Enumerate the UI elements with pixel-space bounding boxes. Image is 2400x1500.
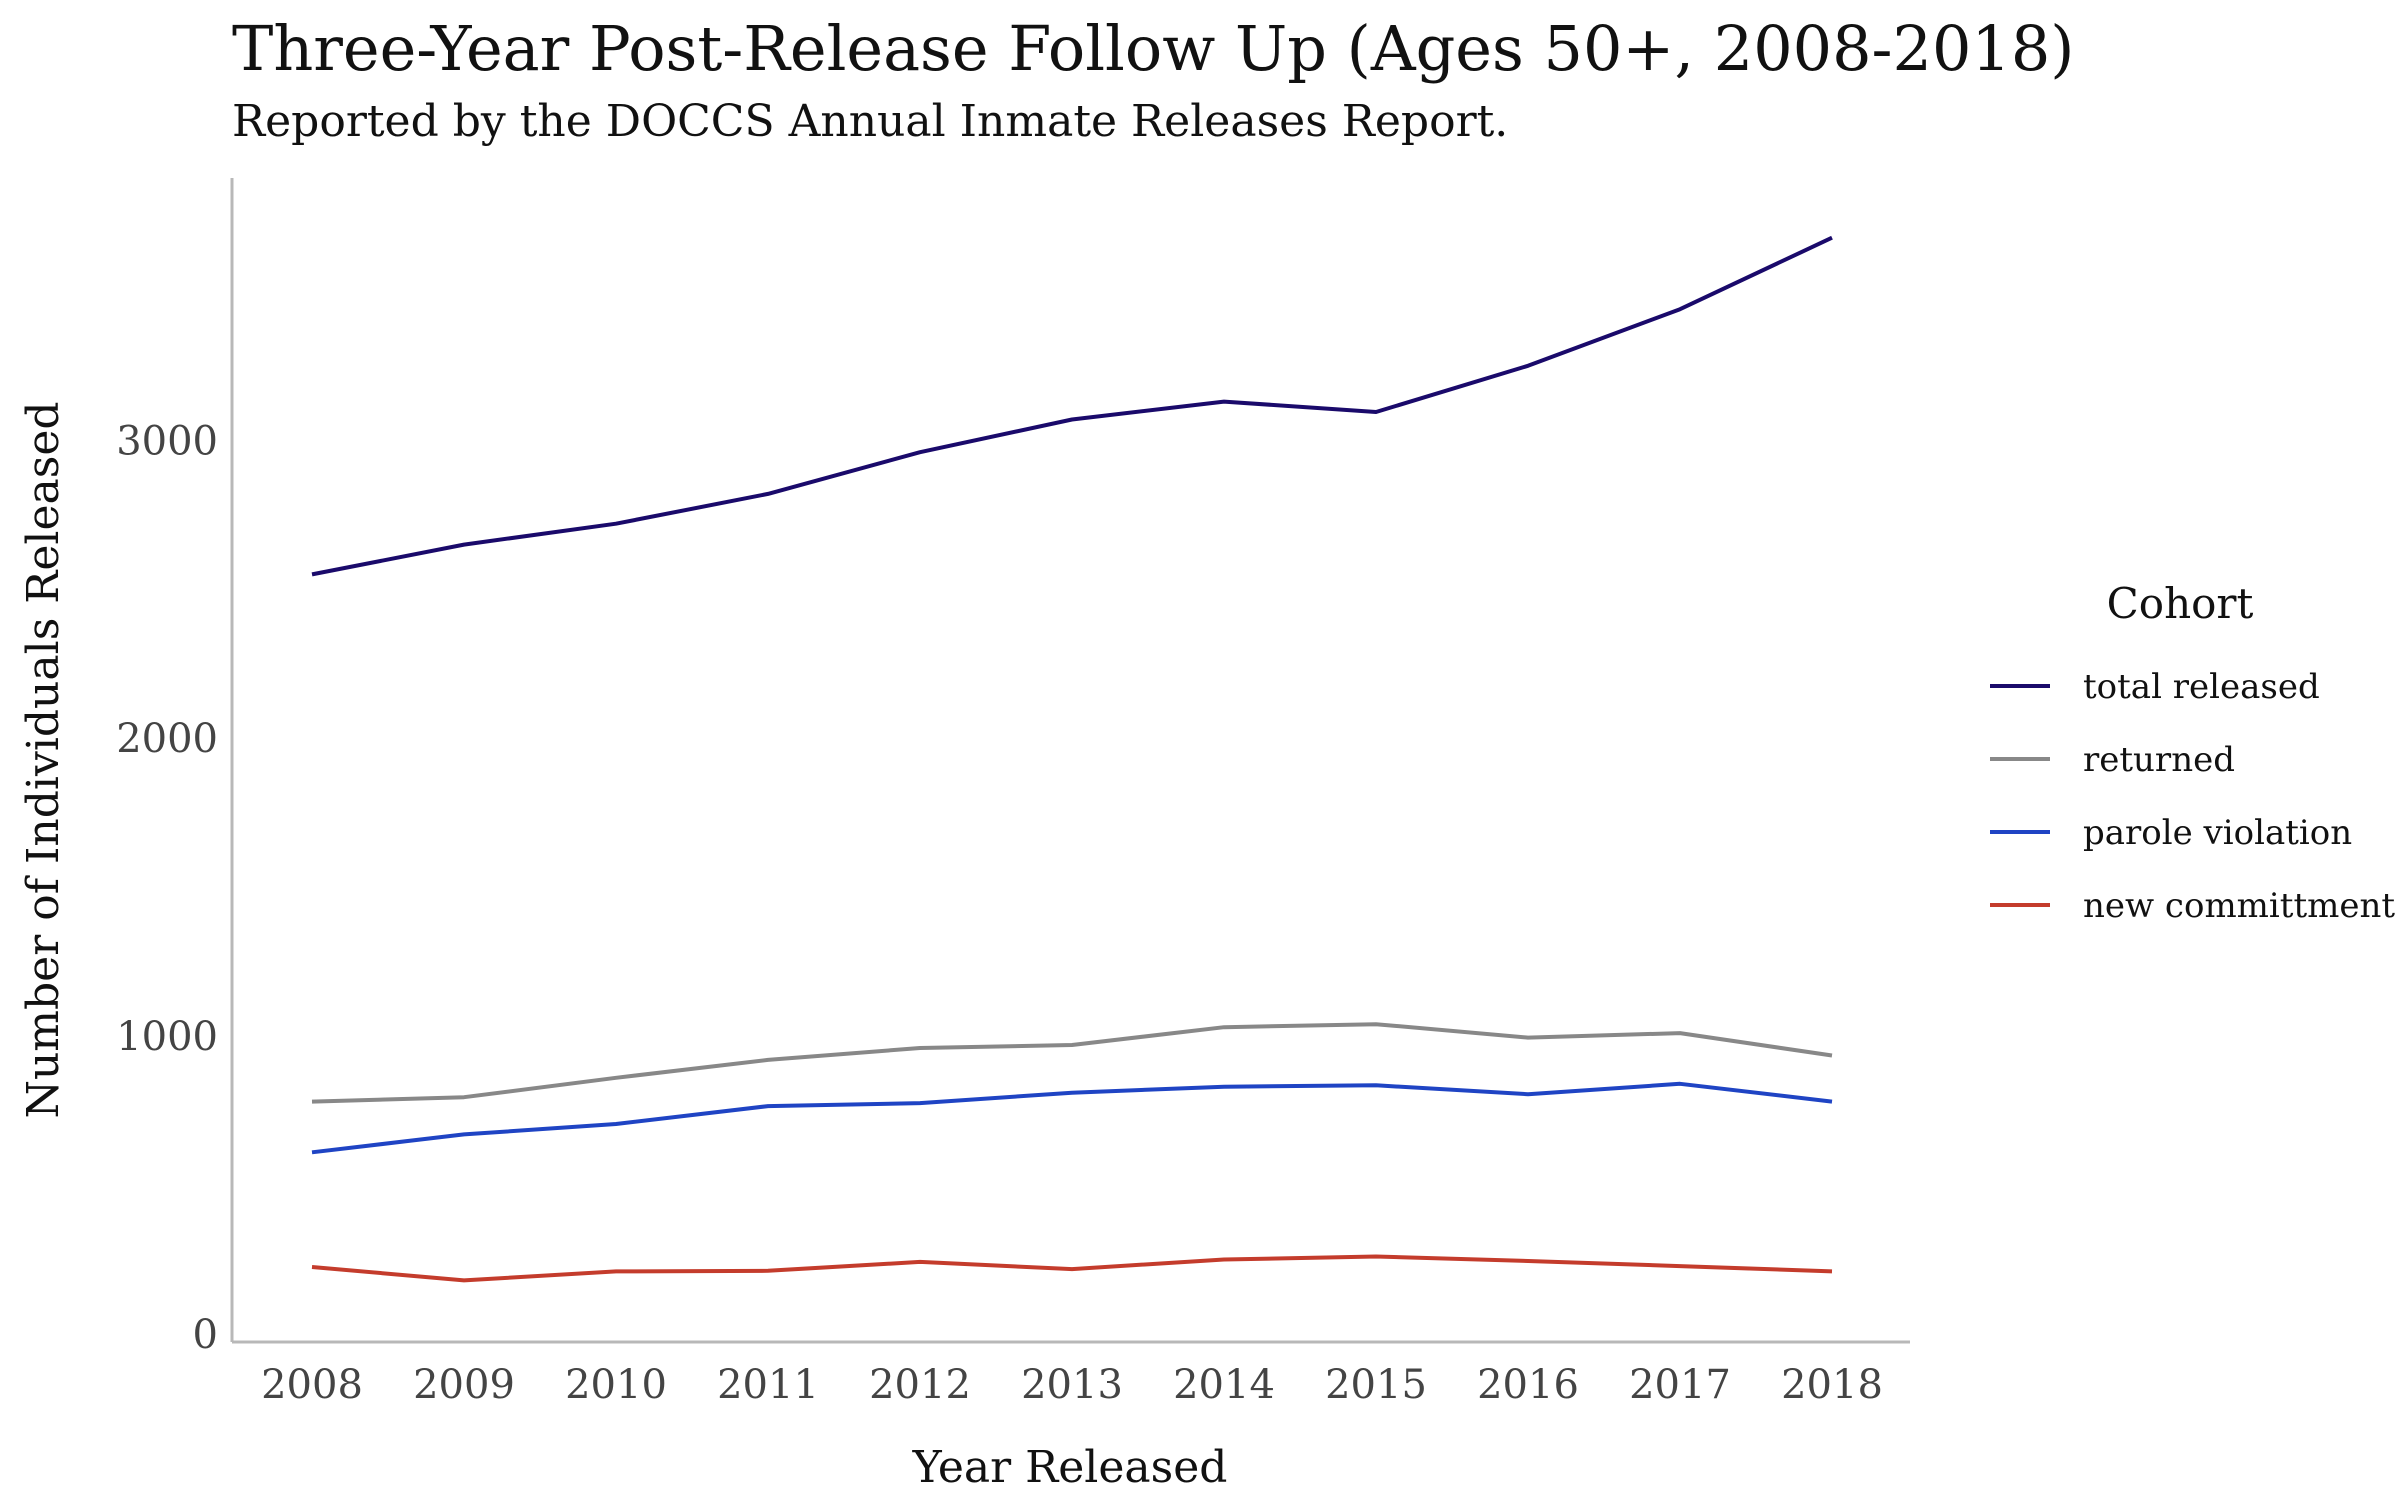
x-tick-label: 2013 <box>1021 1362 1123 1408</box>
legend-label: parole violation <box>2083 813 2352 853</box>
x-tick-label: 2018 <box>1781 1362 1883 1408</box>
series-line-new-committment <box>311 1254 1833 1283</box>
x-tick-label: 2016 <box>1477 1362 1579 1408</box>
x-tick-label: 2009 <box>413 1362 515 1408</box>
y-tick-label: 0 <box>193 1312 218 1358</box>
y-tick-label: 1000 <box>116 1014 218 1060</box>
x-tick-label: 2014 <box>1173 1362 1275 1408</box>
x-axis-title: Year Released <box>912 1442 1228 1493</box>
x-tick-label: 2011 <box>717 1362 819 1408</box>
y-tick-label: 3000 <box>116 418 218 464</box>
legend-items: total released returned parole violation ne… <box>1990 667 2395 926</box>
y-tick-labels: 0 1000 2000 3000 <box>116 418 218 1358</box>
legend: Cohort total released returned parole viol… <box>1990 579 2395 926</box>
legend-label: returned <box>2083 740 2235 780</box>
legend-title: Cohort <box>2107 579 2254 628</box>
x-tick-label: 2012 <box>869 1362 971 1408</box>
y-tick-label: 2000 <box>116 716 218 762</box>
legend-label: total released <box>2083 667 2320 707</box>
x-tick-label: 2008 <box>261 1362 363 1408</box>
y-axis-title: Number of Individuals Released <box>18 401 69 1118</box>
chart-subtitle: Reported by the DOCCS Annual Inmate Rele… <box>232 96 1509 147</box>
x-tick-label: 2017 <box>1629 1362 1731 1408</box>
series-lines <box>311 235 1833 1283</box>
series-line-returned <box>311 1022 1833 1104</box>
x-tick-label: 2015 <box>1325 1362 1427 1408</box>
series-line-parole-violation <box>311 1081 1833 1155</box>
chart-title: Three-Year Post-Release Follow Up (Ages … <box>232 12 2075 85</box>
axes <box>230 178 1910 1344</box>
series-line-total-released <box>311 235 1833 577</box>
x-tick-label: 2010 <box>565 1362 667 1408</box>
x-tick-labels: 2008 2009 2010 2011 2012 2013 2014 2015 2016 2017… <box>261 1362 1883 1408</box>
legend-label: new committment <box>2083 886 2395 926</box>
